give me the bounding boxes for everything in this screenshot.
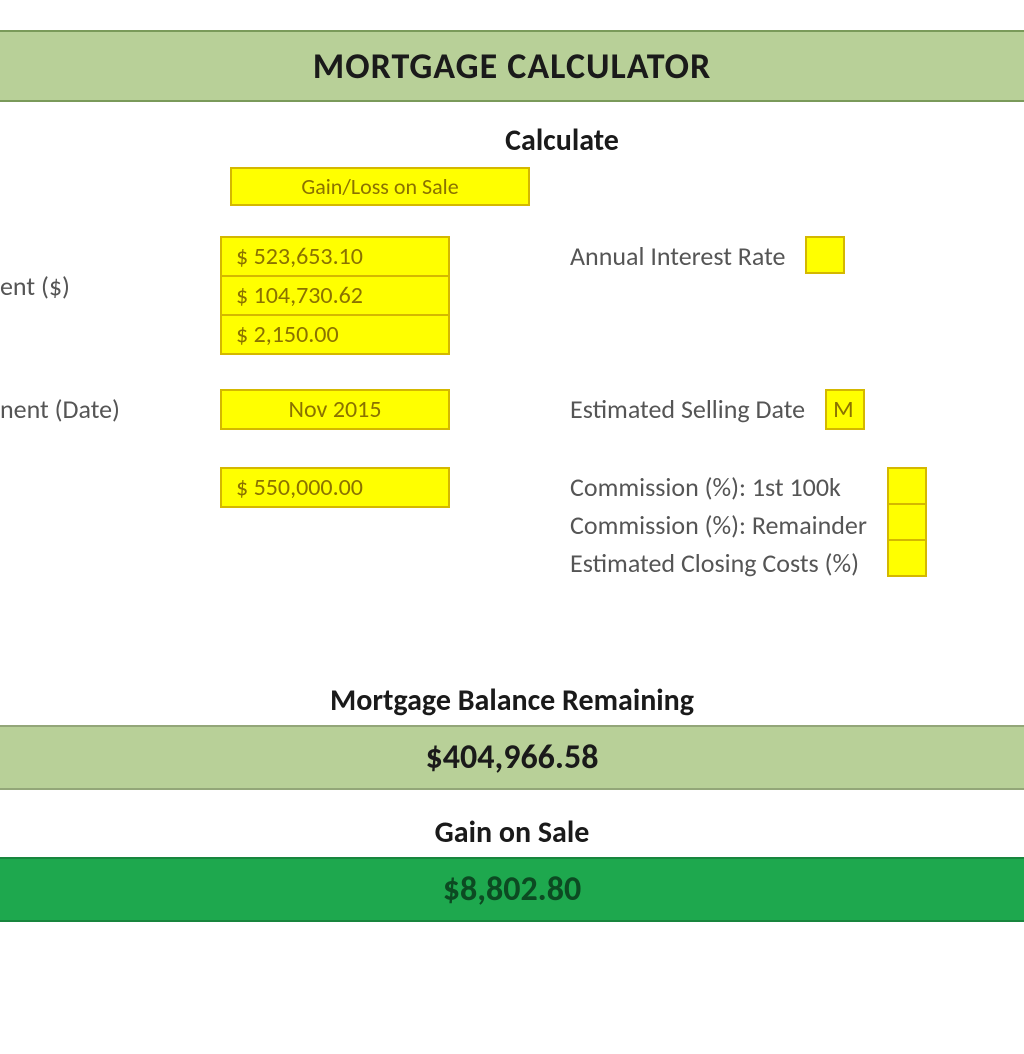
- value-1[interactable]: $ 523,653.10: [220, 236, 450, 277]
- commission-first-label: Commission (%): 1st 100k: [570, 471, 867, 503]
- closing-costs-input[interactable]: [887, 539, 927, 577]
- selling-price-input[interactable]: $ 550,000.00: [220, 467, 450, 508]
- value-stack-2: Nov 2015: [220, 389, 450, 428]
- input-row-1: ent ($) $ 523,653.10 $ 104,730.62 $ 2,15…: [0, 236, 1024, 353]
- right-cell-selling-date: M: [825, 389, 865, 430]
- commission-first-input[interactable]: [887, 467, 927, 505]
- value-2[interactable]: $ 104,730.62: [220, 275, 450, 316]
- label-payment-dollar: ent ($): [0, 236, 220, 302]
- balance-result: $404,966.58: [0, 725, 1024, 790]
- value-stack-3: $ 550,000.00: [220, 467, 450, 506]
- value-3[interactable]: $ 2,150.00: [220, 314, 450, 355]
- est-selling-date-label: Estimated Selling Date: [570, 393, 805, 425]
- label-price-spacer: [0, 467, 220, 471]
- est-selling-date-input[interactable]: M: [825, 389, 865, 430]
- right-label-interest: Annual Interest Rate: [570, 236, 785, 278]
- right-label-commission: Commission (%): 1st 100k Commission (%):…: [570, 467, 867, 585]
- commission-remainder-input[interactable]: [887, 503, 927, 541]
- title-bar: MORTGAGE CALCULATOR: [0, 30, 1024, 102]
- gain-result: $8,802.80: [0, 857, 1024, 922]
- page-title: MORTGAGE CALCULATOR: [313, 44, 711, 88]
- calculate-dropdown[interactable]: Gain/Loss on Sale: [230, 167, 530, 206]
- annual-interest-label: Annual Interest Rate: [570, 240, 785, 272]
- annual-interest-input[interactable]: [805, 236, 845, 274]
- label-payment-date: nent (Date): [0, 389, 220, 425]
- balance-heading: Mortgage Balance Remaining: [0, 682, 1024, 719]
- content-area: Calculate Gain/Loss on Sale ent ($) $ 52…: [0, 102, 1024, 662]
- right-cell-commission: [887, 467, 927, 575]
- value-stack-1: $ 523,653.10 $ 104,730.62 $ 2,150.00: [220, 236, 450, 353]
- calculate-heading: Calculate: [100, 122, 1024, 159]
- closing-costs-label: Estimated Closing Costs (%): [570, 547, 867, 579]
- right-label-selling-date: Estimated Selling Date: [570, 389, 805, 431]
- payment-date-input[interactable]: Nov 2015: [220, 389, 450, 430]
- gain-heading: Gain on Sale: [0, 814, 1024, 851]
- commission-remainder-label: Commission (%): Remainder: [570, 509, 867, 541]
- input-row-3: $ 550,000.00 Commission (%): 1st 100k Co…: [0, 467, 1024, 585]
- right-cell-interest: [805, 236, 845, 272]
- input-row-2: nent (Date) Nov 2015 Estimated Selling D…: [0, 389, 1024, 431]
